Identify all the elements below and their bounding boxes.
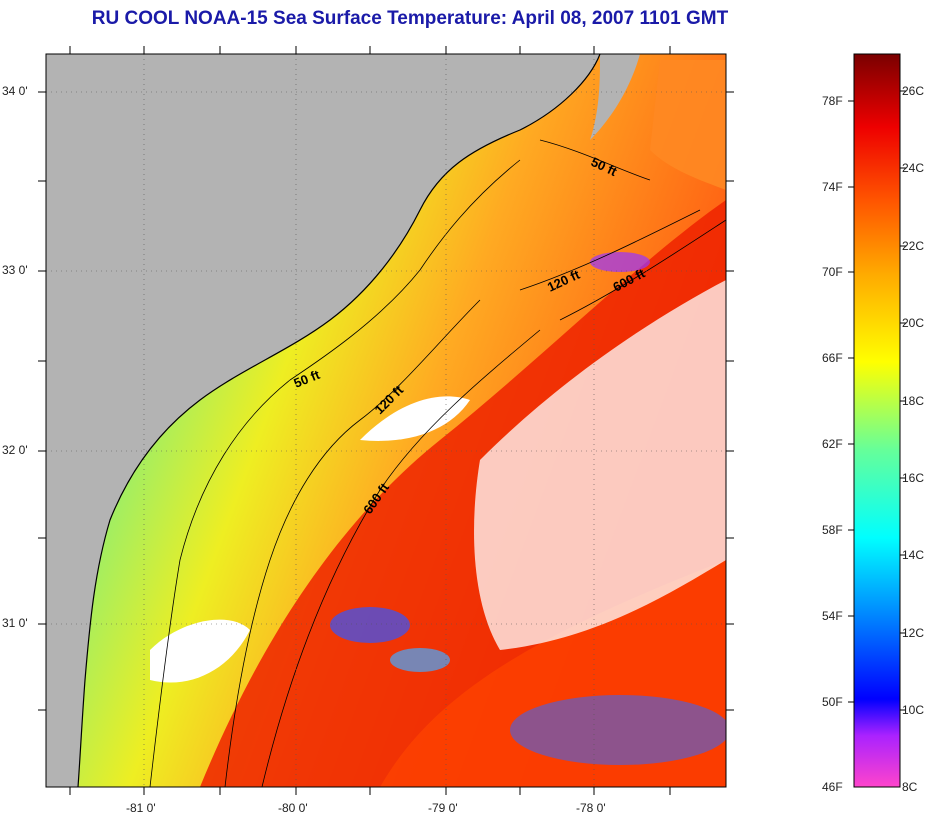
longitude-label: -79 0' xyxy=(428,801,458,815)
map-area xyxy=(46,54,726,787)
colorbar-celsius-label: 12C xyxy=(902,626,925,640)
isobath-50ft xyxy=(149,139,651,787)
colorbar xyxy=(853,53,901,788)
land-mass-north xyxy=(590,54,640,140)
longitude-label: -80 0' xyxy=(278,801,308,815)
cloud-mask-shelf xyxy=(360,396,470,441)
colorbar-celsius-label: 26C xyxy=(902,84,925,98)
latitude-label: 34 0' xyxy=(2,84,28,98)
longitude-label: -81 0' xyxy=(126,801,156,815)
colorbar-fahrenheit-label: 70F xyxy=(822,265,843,279)
page-title: RU COOL NOAA-15 Sea Surface Temperature:… xyxy=(91,8,729,29)
map-frame xyxy=(45,53,727,788)
colorbar-fahrenheit-label: 66F xyxy=(822,351,843,365)
coastline xyxy=(77,54,601,787)
latitude-label: 31 0' xyxy=(2,616,28,630)
colorbar-fahrenheit-label: 54F xyxy=(822,609,843,623)
colorbar-celsius-label: 20C xyxy=(902,316,925,330)
map-ticks xyxy=(38,46,734,795)
warm-corner xyxy=(650,60,726,190)
colorbar-celsius-label: 10C xyxy=(902,703,925,717)
colorbar-fahrenheit-label: 58F xyxy=(822,523,843,537)
cool-patch xyxy=(390,648,450,672)
isobath-120ft xyxy=(224,209,701,787)
colorbar-celsius-label: 14C xyxy=(902,548,925,562)
longitude-label: -78 0' xyxy=(576,801,606,815)
cool-patch xyxy=(510,695,726,765)
cloud-mask-south xyxy=(150,619,250,683)
cool-patch xyxy=(590,252,650,272)
colorbar-celsius-label: 18C xyxy=(902,394,925,408)
colorbar-celsius-label: 24C xyxy=(902,161,925,175)
colorbar-fahrenheit-label: 74F xyxy=(822,180,843,194)
colorbar-ticks xyxy=(848,90,906,711)
colorbar-fahrenheit-label: 46F xyxy=(822,780,843,794)
colorbar-celsius-label: 22C xyxy=(902,239,925,253)
latitude-label: 33 0' xyxy=(2,263,28,277)
colorbar-fahrenheit-label: 62F xyxy=(822,437,843,451)
colorbar-celsius-label: 8C xyxy=(902,780,918,794)
colorbar-fahrenheit-label: 50F xyxy=(822,695,843,709)
map-gridlines xyxy=(46,54,726,787)
cloud-mask-offshore xyxy=(474,280,726,650)
cool-patch xyxy=(330,607,410,643)
isobath-600ft xyxy=(261,219,726,787)
land-mass xyxy=(46,54,600,787)
colorbar-celsius-label: 16C xyxy=(902,471,925,485)
latitude-label: 32 0' xyxy=(2,443,28,457)
colorbar-fahrenheit-label: 78F xyxy=(822,94,843,108)
